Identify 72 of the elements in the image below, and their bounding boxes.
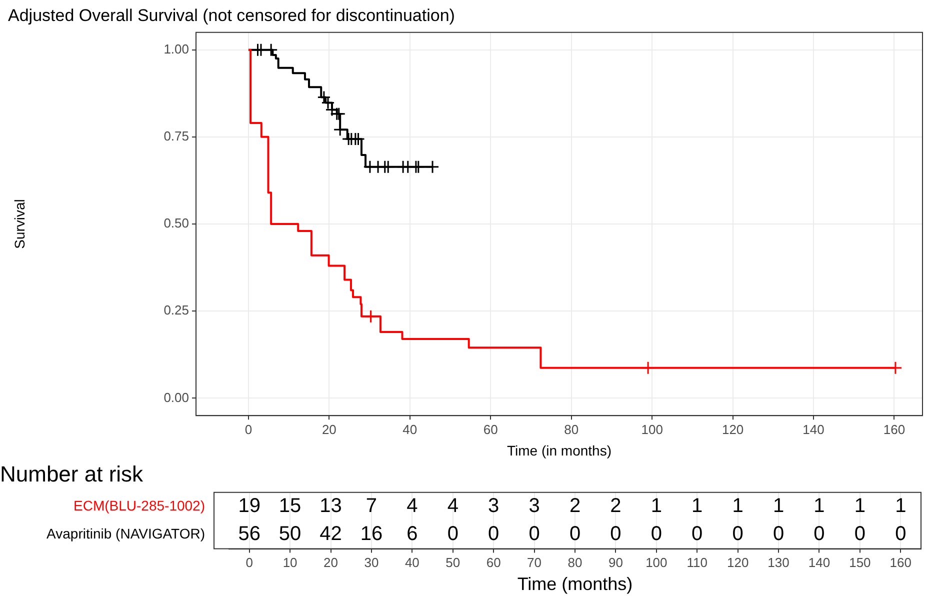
- data-label: 6: [406, 523, 418, 546]
- data-label: 3: [488, 495, 500, 518]
- data-label: 2: [569, 495, 581, 518]
- x-tick-label: 120: [726, 555, 749, 570]
- data-label: 50: [278, 523, 302, 546]
- x-tick-label: 70: [527, 555, 542, 570]
- data-label: 0: [854, 523, 866, 546]
- x-tick-label: 40: [402, 422, 418, 437]
- data-label: 0: [610, 523, 622, 546]
- data-label: 1: [895, 495, 906, 518]
- x-tick-label: 160: [883, 422, 906, 437]
- data-label: 0: [488, 523, 500, 546]
- data-label: 4: [447, 495, 458, 518]
- y-tick-label: 1.00: [164, 41, 189, 56]
- x-tick-label: 90: [608, 555, 623, 570]
- x-tick-label: 50: [446, 555, 460, 570]
- x-tick-label: 0: [244, 422, 252, 437]
- data-label: 1: [732, 495, 744, 518]
- x-tick-label: 40: [404, 555, 420, 570]
- chart-title: Adjusted Overall Survival (not censored for discontinuation): [8, 6, 455, 25]
- x-tick-label: 140: [808, 555, 830, 570]
- x-tick-label: 80: [564, 422, 579, 437]
- y-tick-label: 0.50: [164, 216, 189, 231]
- data-label: 13: [320, 495, 342, 518]
- data-label: 16: [360, 523, 383, 546]
- data-label: 0: [732, 523, 744, 546]
- x-tick-label: 140: [802, 422, 824, 437]
- x-axis-title: Time (in months): [506, 442, 612, 458]
- x-tick-label: 100: [641, 422, 663, 437]
- x-tick-label: 20: [322, 422, 336, 437]
- x-tick-label: 20: [324, 555, 338, 570]
- data-label: 0: [895, 523, 906, 546]
- data-label: 0: [528, 523, 540, 546]
- y-tick-label: 0.25: [164, 302, 189, 318]
- x-tick-label: 100: [646, 555, 668, 570]
- x-axis-title: Time (months): [517, 574, 633, 594]
- data-label: 1: [772, 495, 784, 518]
- data-label: 19: [238, 495, 260, 518]
- x-tick-label: 30: [364, 555, 379, 570]
- y-tick-label: Avapritinib (NAVIGATOR): [46, 526, 205, 542]
- x-tick-label: 60: [483, 422, 498, 437]
- y-axis-title: Survival: [11, 199, 28, 249]
- data-label: 0: [772, 523, 784, 546]
- y-tick-label: ECM(BLU-285-1002): [74, 497, 205, 514]
- data-label: 0: [447, 523, 458, 546]
- data-label: 1: [692, 495, 703, 518]
- chart-title: Number at risk: [0, 461, 144, 486]
- x-tick-label: 0: [246, 555, 253, 570]
- data-label: 0: [650, 523, 662, 546]
- data-label: 2: [610, 495, 622, 518]
- data-label: 1: [854, 495, 866, 518]
- data-label: 15: [278, 495, 302, 518]
- x-tick-label: 150: [849, 555, 871, 570]
- x-tick-label: 80: [568, 555, 582, 570]
- data-label: 4: [406, 495, 418, 518]
- y-tick-label: 0.00: [164, 390, 189, 405]
- data-label: 3: [528, 495, 540, 518]
- data-label: 1: [650, 495, 662, 518]
- data-label: 0: [692, 523, 703, 546]
- data-label: 42: [320, 523, 342, 546]
- data-label: 1: [814, 495, 825, 518]
- x-tick-label: 110: [686, 555, 708, 570]
- data-label: 56: [238, 523, 260, 546]
- x-tick-label: 160: [890, 555, 912, 570]
- data-label: 7: [366, 495, 378, 518]
- x-tick-label: 60: [486, 555, 501, 570]
- x-tick-label: 10: [282, 555, 298, 570]
- data-label: 0: [814, 523, 825, 546]
- x-tick-label: 130: [768, 555, 790, 570]
- data-label: 0: [569, 523, 581, 546]
- x-tick-label: 120: [722, 422, 744, 437]
- y-tick-label: 0.75: [164, 128, 189, 144]
